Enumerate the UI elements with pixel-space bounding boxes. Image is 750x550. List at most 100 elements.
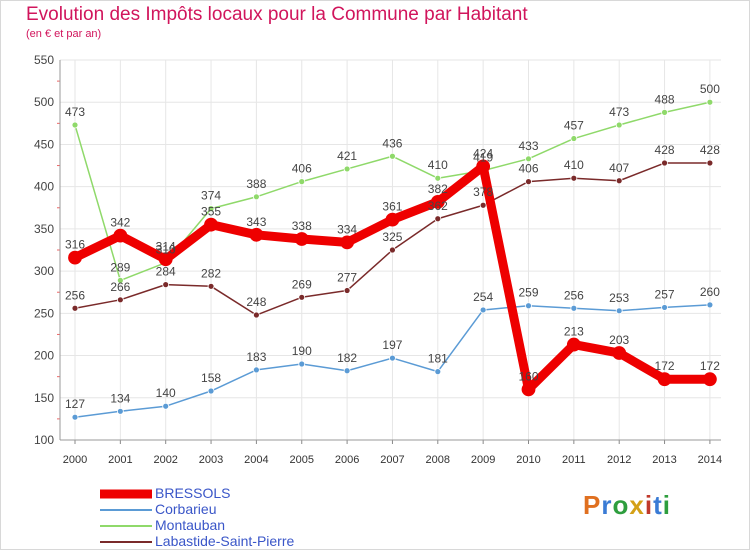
data-point-bressols <box>204 217 218 232</box>
data-label-bressols: 334 <box>337 222 357 236</box>
data-label-labastide-saint-pierre: 282 <box>201 266 221 280</box>
data-label-bressols: 213 <box>564 325 584 339</box>
y-tick-label: 200 <box>34 349 54 363</box>
data-label-labastide-saint-pierre: 248 <box>246 295 266 309</box>
data-point-corbarieu <box>615 307 623 315</box>
data-label-corbarieu: 256 <box>564 288 584 302</box>
data-point-corbarieu <box>252 366 260 374</box>
proxiti-logo: Proxiti <box>583 490 671 520</box>
data-label-montauban: 488 <box>655 92 675 106</box>
y-tick-label: 250 <box>34 306 54 320</box>
data-label-corbarieu: 183 <box>246 350 266 364</box>
data-label-corbarieu: 127 <box>65 397 85 411</box>
legend-swatch <box>100 541 152 543</box>
data-point-montauban <box>706 98 714 106</box>
data-point-labastide-saint-pierre <box>162 281 170 289</box>
data-point-bressols <box>294 232 309 246</box>
data-point-labastide-saint-pierre <box>615 177 623 185</box>
legend-swatch <box>100 509 152 511</box>
x-tick-label: 2000 <box>63 454 87 466</box>
data-point-montauban <box>116 276 124 284</box>
data-point-corbarieu <box>298 360 306 368</box>
data-point-labastide-saint-pierre <box>479 201 487 209</box>
data-point-labastide-saint-pierre <box>71 304 79 312</box>
data-point-bressols <box>249 227 264 242</box>
data-label-corbarieu: 257 <box>655 287 675 301</box>
x-tick-label: 2012 <box>607 454 631 466</box>
data-point-bressols <box>68 250 82 265</box>
data-point-montauban <box>252 193 260 201</box>
x-tick-label: 2001 <box>108 454 132 466</box>
data-label-bressols: 314 <box>156 239 176 253</box>
x-tick-label: 2002 <box>153 454 177 466</box>
data-point-labastide-saint-pierre <box>252 311 260 319</box>
data-point-corbarieu <box>706 301 714 309</box>
data-label-montauban: 374 <box>201 189 221 203</box>
data-label-montauban: 410 <box>428 158 448 172</box>
x-tick-label: 2007 <box>380 454 404 466</box>
data-label-montauban: 457 <box>564 119 584 133</box>
data-point-corbarieu <box>525 302 532 310</box>
data-label-montauban: 406 <box>292 162 312 176</box>
data-label-corbarieu: 190 <box>292 344 312 358</box>
data-label-montauban: 473 <box>65 105 85 119</box>
data-label-labastide-saint-pierre: 378 <box>473 185 493 199</box>
data-point-corbarieu <box>71 413 79 421</box>
x-tick-label: 2008 <box>426 454 450 466</box>
data-point-montauban <box>615 121 623 129</box>
legend-label: Corbarieu <box>155 501 217 517</box>
data-point-bressols <box>612 346 627 360</box>
data-point-corbarieu <box>162 402 170 410</box>
data-point-labastide-saint-pierre <box>298 293 306 301</box>
data-label-labastide-saint-pierre: 277 <box>337 271 357 285</box>
data-label-bressols: 343 <box>246 215 266 229</box>
data-point-bressols <box>430 194 445 209</box>
y-tick-label: 500 <box>34 95 54 109</box>
data-label-corbarieu: 140 <box>156 386 176 400</box>
data-label-corbarieu: 158 <box>201 371 221 385</box>
legend-item-montauban: Montauban <box>100 517 340 533</box>
data-point-labastide-saint-pierre <box>389 246 396 254</box>
y-tick-label: 100 <box>34 433 54 447</box>
data-label-corbarieu: 197 <box>382 338 402 352</box>
x-tick-label: 2006 <box>335 454 359 466</box>
chart-subtitle: (en € et par an) <box>26 28 102 40</box>
data-label-bressols: 342 <box>110 216 130 230</box>
x-tick-label: 2013 <box>652 454 676 466</box>
data-label-montauban: 310 <box>156 243 176 257</box>
data-label-labastide-saint-pierre: 269 <box>292 277 312 291</box>
data-label-corbarieu: 259 <box>518 286 538 300</box>
data-point-bressols <box>703 372 717 387</box>
data-point-labastide-saint-pierre <box>525 178 532 186</box>
data-label-bressols: 382 <box>428 182 448 196</box>
legend-item-bressols: BRESSOLS <box>100 485 340 501</box>
data-point-bressols <box>476 159 491 174</box>
data-label-montauban: 289 <box>110 260 130 274</box>
data-label-montauban: 500 <box>700 82 720 96</box>
data-label-bressols: 424 <box>473 146 493 160</box>
data-label-bressols: 172 <box>655 359 675 373</box>
data-point-labastide-saint-pierre <box>661 159 668 167</box>
data-label-bressols: 203 <box>609 333 629 347</box>
data-label-labastide-saint-pierre: 428 <box>655 143 675 157</box>
y-tick-label: 550 <box>34 53 54 67</box>
x-tick-label: 2010 <box>516 454 540 466</box>
data-point-corbarieu <box>570 304 578 312</box>
data-label-labastide-saint-pierre: 410 <box>564 158 584 172</box>
data-point-montauban <box>71 121 79 129</box>
data-label-montauban: 436 <box>382 136 402 150</box>
y-tick-label: 300 <box>34 264 54 278</box>
data-point-labastide-saint-pierre <box>706 159 714 167</box>
data-label-bressols: 361 <box>382 200 402 214</box>
data-label-bressols: 338 <box>292 219 312 233</box>
x-tick-label: 2011 <box>562 454 586 466</box>
data-label-bressols: 172 <box>700 359 720 373</box>
data-point-corbarieu <box>661 304 668 311</box>
data-label-labastide-saint-pierre: 428 <box>700 143 720 157</box>
legend-label: Labastide-Saint-Pierre <box>155 533 295 549</box>
legend-swatch <box>100 489 152 499</box>
x-tick-label: 2003 <box>199 454 223 466</box>
data-point-bressols <box>521 382 536 397</box>
y-tick-label: 350 <box>34 222 54 236</box>
